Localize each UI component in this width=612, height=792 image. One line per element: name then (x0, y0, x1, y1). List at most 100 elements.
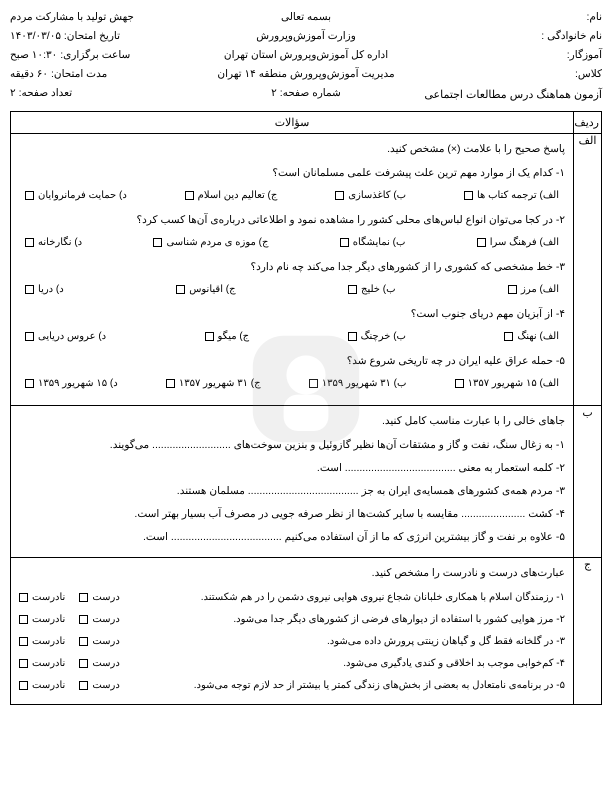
q3-opt-a[interactable]: الف) مرز (508, 280, 559, 299)
page-count: تعداد صفحه: ۲ (10, 84, 205, 103)
checkbox-icon (455, 379, 464, 388)
c2-true[interactable]: درست (79, 610, 119, 629)
section-b-label: ب (574, 405, 602, 557)
b-line-1: ۱- به زغال سنگ، نفت و گاز و مشتقات آن‌ها… (19, 436, 565, 456)
b-line-3: ۳- مردم همه‌ی کشورهای همسایه‌ی ایران به … (19, 482, 565, 502)
q4-opt-b[interactable]: ب) خرچنگ (348, 327, 406, 346)
c1-true[interactable]: درست (79, 588, 119, 607)
c5-true[interactable]: درست (79, 676, 119, 695)
c1-false[interactable]: نادرست (19, 588, 65, 607)
c-row-4: ۴- کم‌خوابی موجب بد اخلاقی و کندی یادگیر… (128, 654, 565, 673)
q3-opt-c[interactable]: ج) اقیانوس (176, 280, 235, 299)
c-row-1: ۱- رزمندگان اسلام با همکاری خلبانان شجاع… (128, 588, 565, 607)
section-a-instruction: پاسخ صحیح را با علامت (×) مشخص کنید. (19, 140, 565, 160)
checkbox-icon (25, 285, 34, 294)
checkbox-icon (309, 379, 318, 388)
checkbox-icon (504, 332, 513, 341)
checkbox-icon (153, 238, 162, 247)
q4-opt-c[interactable]: ج) میگو (205, 327, 250, 346)
section-b-instruction: جاهای خالی را با عبارت مناسب کامل کنید. (19, 412, 565, 432)
checkbox-icon (166, 379, 175, 388)
checkbox-icon (25, 379, 34, 388)
checkbox-icon (19, 637, 28, 646)
section-c-label: ج (574, 557, 602, 704)
q5-opt-c[interactable]: ج) ۳۱ شهریور ۱۳۵۷ (166, 374, 261, 393)
exam-duration: مدت امتحان: ۶۰ دقیقه (10, 65, 205, 84)
col-header-row: ردیف (574, 112, 602, 134)
q2-opt-d[interactable]: د) نگارخانه (25, 233, 82, 252)
checkbox-icon (340, 238, 349, 247)
q4-text: ۴- از آبزیان مهم دریای جنوب است؟ (19, 305, 565, 325)
checkbox-icon (477, 238, 486, 247)
c4-false[interactable]: نادرست (19, 654, 65, 673)
c4-true[interactable]: درست (79, 654, 119, 673)
q5-opt-a[interactable]: الف) ۱۵ شهریور ۱۳۵۷ (455, 374, 559, 393)
section-a-label: الف (574, 134, 602, 406)
checkbox-icon (79, 659, 88, 668)
c2-false[interactable]: نادرست (19, 610, 65, 629)
c3-true[interactable]: درست (79, 632, 119, 651)
checkbox-icon (348, 285, 357, 294)
b-line-4: ۴- کشت ...................... مقایسه با … (19, 505, 565, 525)
bismillah: بسمه تعالی (208, 8, 403, 27)
checkbox-icon (335, 191, 344, 200)
name-label: نام: (407, 8, 602, 27)
checkbox-icon (176, 285, 185, 294)
checkbox-icon (19, 659, 28, 668)
checkbox-icon (185, 191, 194, 200)
province: اداره کل آموزش‌وپرورش استان تهران (208, 46, 403, 65)
checkbox-icon (205, 332, 214, 341)
checkbox-icon (25, 332, 34, 341)
family-label: نام خانوادگی : (407, 27, 602, 46)
district: مدیریت آموزش‌وپرورش منطقه ۱۴ تهران (208, 65, 403, 84)
checkbox-icon (19, 615, 28, 624)
q1-text: ۱- کدام یک از موارد مهم ترین علت پیشرفت … (19, 164, 565, 184)
checkbox-icon (25, 191, 34, 200)
exam-table: ردیف سؤالات الف پاسخ صحیح را با علامت (×… (10, 111, 602, 704)
ministry: وزارت آموزش‌وپرورش (208, 27, 403, 46)
q5-opt-d[interactable]: د) ۱۵ شهریور ۱۳۵۹ (25, 374, 118, 393)
section-c-cell: عبارت‌های درست و نادرست را مشخص کنید. ۱-… (11, 557, 574, 704)
checkbox-icon (508, 285, 517, 294)
c-row-2: ۲- مرز هوایی کشور با استفاده از دیوارهای… (128, 610, 565, 629)
q4-opt-d[interactable]: د) عروس دریایی (25, 327, 106, 346)
page-number: شماره صفحه: ۲ (208, 84, 403, 103)
c-row-5: ۵- در برنامه‌ی نامتعادل به بعضی از بخش‌ه… (128, 676, 565, 695)
checkbox-icon (79, 637, 88, 646)
exam-date: تاریخ امتحان: ۱۴۰۳/۰۳/۰۵ (10, 27, 205, 46)
section-b-cell: جاهای خالی را با عبارت مناسب کامل کنید. … (11, 405, 574, 557)
q1-opt-b[interactable]: ب) کاغذسازی (335, 186, 406, 205)
teacher-label: آموزگار: (407, 46, 602, 65)
exam-time: ساعت برگزاری: ۱۰:۳۰ صبح (10, 46, 205, 65)
q1-opt-d[interactable]: د) حمایت فرمانروایان (25, 186, 127, 205)
q1-opt-c[interactable]: ج) تعالیم دین اسلام (185, 186, 278, 205)
checkbox-icon (79, 615, 88, 624)
checkbox-icon (79, 681, 88, 690)
checkbox-icon (79, 593, 88, 602)
q2-opt-b[interactable]: ب) نمایشگاه (340, 233, 406, 252)
exam-title: آزمون هماهنگ درس مطالعات اجتماعی (407, 86, 602, 106)
checkbox-icon (348, 332, 357, 341)
b-line-2: ۲- کلمه استعمار به معنی ................… (19, 459, 565, 479)
section-a-cell: پاسخ صحیح را با علامت (×) مشخص کنید. ۱- … (11, 134, 574, 406)
q2-opt-c[interactable]: ج) موزه ی مردم شناسی (153, 233, 268, 252)
b-line-5: ۵- علاوه بر نفت و گاز بیشترین انرژی که م… (19, 528, 565, 548)
checkbox-icon (19, 681, 28, 690)
section-c-instruction: عبارت‌های درست و نادرست را مشخص کنید. (19, 564, 565, 584)
q5-text: ۵- حمله عراق علیه ایران در چه تاریخی شرو… (19, 352, 565, 372)
motto: جهش تولید با مشارکت مردم (10, 8, 205, 27)
col-header-questions: سؤالات (11, 112, 574, 134)
q2-text: ۲- در کجا می‌توان انواع لباس‌های محلی کش… (19, 211, 565, 231)
q3-opt-b[interactable]: ب) خلیج (348, 280, 396, 299)
q2-opt-a[interactable]: الف) فرهنگ سرا (477, 233, 559, 252)
checkbox-icon (25, 238, 34, 247)
checkbox-icon (464, 191, 473, 200)
c5-false[interactable]: نادرست (19, 676, 65, 695)
q5-opt-b[interactable]: ب) ۳۱ شهریور ۱۳۵۹ (309, 374, 407, 393)
c-row-3: ۳- در گلخانه فقط گل و گیاهان زینتی پرورش… (128, 632, 565, 651)
q4-opt-a[interactable]: الف) نهنگ (504, 327, 559, 346)
c3-false[interactable]: نادرست (19, 632, 65, 651)
checkbox-icon (19, 593, 28, 602)
q1-opt-a[interactable]: الف) ترجمه کتاب ها (464, 186, 559, 205)
q3-opt-d[interactable]: د) دریا (25, 280, 64, 299)
